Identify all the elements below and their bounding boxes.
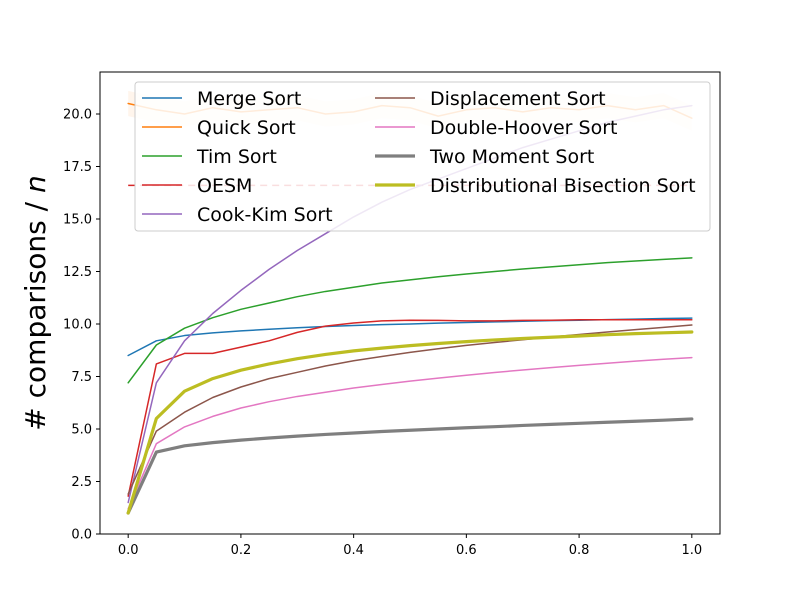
y-tick-label: 17.5 xyxy=(63,160,92,175)
x-tick-label: 0.0 xyxy=(118,543,139,558)
series-line-6 xyxy=(127,356,693,510)
y-tick-label: 7.5 xyxy=(71,370,92,385)
series-line-8 xyxy=(126,330,694,515)
y-axis-label-variable: n xyxy=(19,175,52,193)
x-tick-label: 1.0 xyxy=(681,543,702,558)
y-tick-label: 10.0 xyxy=(63,318,92,333)
y-tick-label: 5.0 xyxy=(71,423,92,438)
series-line-2 xyxy=(127,257,693,384)
legend-label-8: Distributional Bisection Sort xyxy=(430,175,696,197)
legend-label-5: Displacement Sort xyxy=(430,88,606,110)
series-line-7 xyxy=(126,417,694,515)
series-line-5 xyxy=(127,324,693,495)
y-tick-label: 12.5 xyxy=(63,265,92,280)
legend: Merge Sort Quick Sort Tim Sort OESM Cook-Kim… xyxy=(134,81,711,232)
plot-frame xyxy=(99,71,721,535)
x-tick-label: 0.4 xyxy=(343,543,364,558)
x-tick-label: 0.2 xyxy=(231,543,252,558)
legend-label-0: Merge Sort xyxy=(197,88,301,110)
legend-box xyxy=(134,81,711,232)
legend-label-1: Quick Sort xyxy=(197,117,296,139)
x-tick-label: 0.8 xyxy=(569,543,590,558)
y-axis-label-text: # comparisons / xyxy=(19,193,52,431)
y-tick-label: 0.0 xyxy=(71,528,92,543)
legend-label-3: OESM xyxy=(197,175,252,197)
legend-label-7: Two Moment Sort xyxy=(429,146,594,168)
y-tick-label: 20.0 xyxy=(63,108,92,123)
x-tick-label: 0.6 xyxy=(456,543,477,558)
legend-label-4: Cook-Kim Sort xyxy=(197,204,333,226)
legend-label-2: Tim Sort xyxy=(196,146,277,168)
y-axis-label: # comparisons / n xyxy=(19,175,52,430)
series-line-3 xyxy=(127,319,693,497)
legend-label-6: Double-Hoover Sort xyxy=(430,117,617,139)
y-tick-label: 2.5 xyxy=(71,475,92,490)
y-tick-label: 15.0 xyxy=(63,213,92,228)
